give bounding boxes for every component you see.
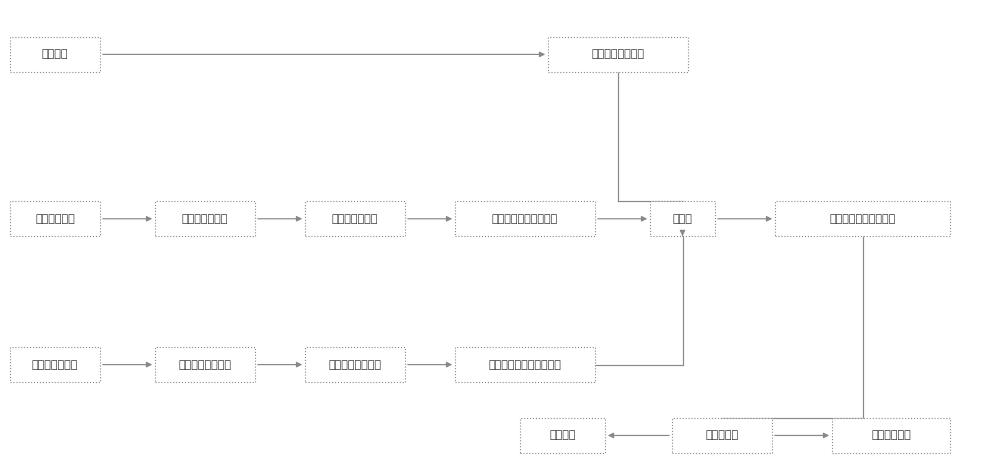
- Text: 沉积反应器: 沉积反应器: [705, 431, 739, 440]
- Text: 二氯二氢硅液体: 二氯二氢硅液体: [32, 360, 78, 369]
- Bar: [155, 201, 255, 236]
- Bar: [832, 418, 950, 453]
- Bar: [455, 201, 595, 236]
- Text: 三氯氢硅液体: 三氯氢硅液体: [35, 214, 75, 224]
- Bar: [10, 347, 100, 382]
- Bar: [10, 37, 100, 72]
- Bar: [305, 347, 405, 382]
- Text: 二氯二氢硅流量控制单元: 二氯二氢硅流量控制单元: [489, 360, 561, 369]
- Bar: [305, 201, 405, 236]
- Text: 混合气体温度控制单元: 混合气体温度控制单元: [829, 214, 896, 224]
- Bar: [520, 418, 605, 453]
- Bar: [548, 37, 688, 72]
- Text: 三氯氢硅汽化器: 三氯氢硅汽化器: [182, 214, 228, 224]
- Text: 三氯氢硅流量控制单元: 三氯氢硅流量控制单元: [492, 214, 558, 224]
- Bar: [155, 347, 255, 382]
- Text: 二氯二氢硅汽化器: 二氯二氢硅汽化器: [179, 360, 232, 369]
- Text: 尾气回收系统: 尾气回收系统: [871, 431, 911, 440]
- Bar: [455, 347, 595, 382]
- Text: 氢气流量控制单元: 氢气流量控制单元: [592, 50, 645, 59]
- Text: 高纯氢气: 高纯氢气: [42, 50, 68, 59]
- Bar: [10, 201, 100, 236]
- Bar: [775, 201, 950, 236]
- Bar: [672, 418, 772, 453]
- Text: 混合器: 混合器: [673, 214, 692, 224]
- Text: 二氯二氢硅过热器: 二氯二氢硅过热器: [328, 360, 382, 369]
- Text: 三氯氢硅过热器: 三氯氢硅过热器: [332, 214, 378, 224]
- Text: 成品硅棒: 成品硅棒: [549, 431, 576, 440]
- Bar: [650, 201, 715, 236]
